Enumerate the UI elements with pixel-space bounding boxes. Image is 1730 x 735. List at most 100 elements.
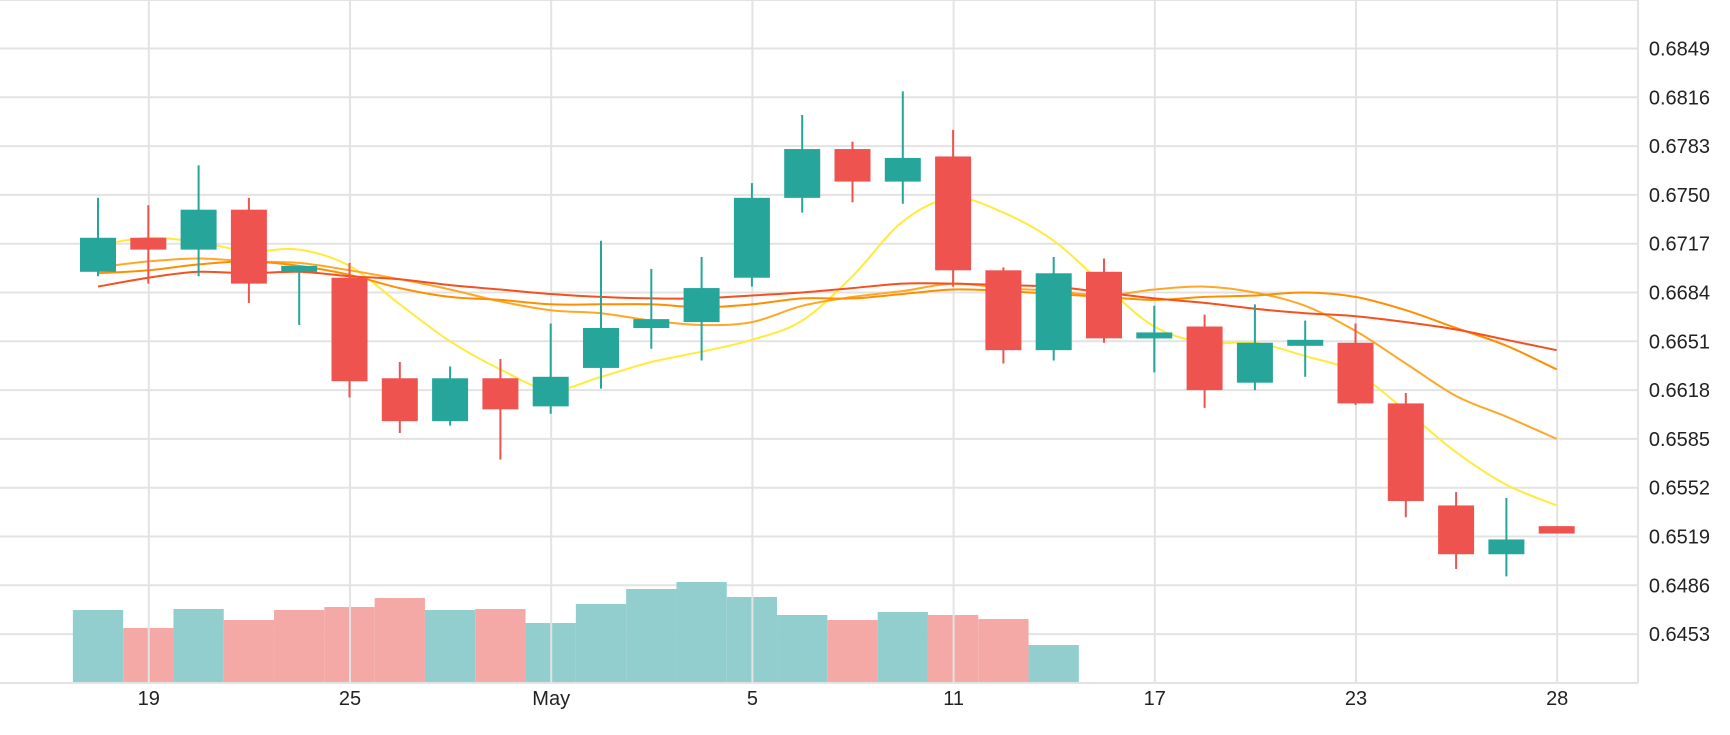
candle-body <box>884 157 921 182</box>
candle <box>482 359 519 460</box>
y-tick-label: 0.6717 <box>1649 234 1710 256</box>
x-axis-tick-labels: 19 25 May 5 11 17 23 28 <box>138 688 1569 710</box>
volume-bar <box>424 610 476 683</box>
volume-bar <box>223 620 275 683</box>
axes <box>0 0 1639 684</box>
y-tick-label: 0.6585 <box>1649 429 1710 451</box>
candle <box>1236 304 1273 391</box>
candle-body <box>331 277 368 382</box>
candle <box>1538 526 1575 534</box>
candle <box>381 362 418 433</box>
candles <box>80 91 1575 577</box>
volume-bar <box>274 610 325 683</box>
candle-body <box>985 270 1022 351</box>
y-tick-label: 0.6651 <box>1649 331 1710 353</box>
candle <box>733 183 770 287</box>
candle <box>1035 257 1072 361</box>
candle-body <box>532 376 569 407</box>
x-tick-label: 28 <box>1546 688 1568 710</box>
candle-body <box>683 288 720 323</box>
candle <box>80 197 116 277</box>
candle <box>1136 305 1173 373</box>
x-tick-label: 17 <box>1144 688 1166 710</box>
candle-body <box>80 237 116 272</box>
candle <box>633 268 670 349</box>
volume-bar <box>575 604 627 683</box>
candle <box>784 115 821 213</box>
candle-body <box>1488 539 1525 555</box>
x-tick-label: 19 <box>138 688 160 710</box>
candle-body <box>1236 342 1273 383</box>
candle-body <box>733 197 770 278</box>
candle <box>1488 498 1525 577</box>
x-tick-label: 5 <box>747 688 758 710</box>
candle-body <box>281 265 318 272</box>
candle-body <box>1438 505 1475 555</box>
candle <box>935 129 972 287</box>
y-tick-label: 0.6783 <box>1649 136 1710 158</box>
candle-body <box>935 156 972 271</box>
y-tick-label: 0.6750 <box>1649 185 1710 207</box>
candle-body <box>381 378 418 422</box>
vertical-gridlines <box>147 0 1559 683</box>
candle <box>1337 323 1374 405</box>
candle-body <box>1186 326 1223 391</box>
candle-body <box>583 327 619 368</box>
candle-body <box>784 149 821 198</box>
candle <box>1186 314 1223 408</box>
y-tick-label: 0.6849 <box>1649 39 1710 61</box>
y-tick-label: 0.6519 <box>1649 527 1710 549</box>
candle <box>1387 393 1424 518</box>
volume-bars <box>72 582 1079 683</box>
candle <box>432 366 469 426</box>
x-tick-label: 11 <box>943 688 964 710</box>
volume-bar <box>676 582 727 683</box>
y-axis-tick-labels: 0.6849 0.6816 0.6783 0.6750 0.6717 0.6684 0.66… <box>1649 39 1710 647</box>
candle <box>180 165 217 277</box>
candle <box>1438 492 1475 570</box>
candle-body <box>633 319 670 328</box>
candle <box>281 265 318 326</box>
candle <box>230 197 267 303</box>
candle-body <box>834 149 871 182</box>
candle <box>532 323 569 414</box>
moving-average-line <box>97 270 1557 352</box>
y-tick-label: 0.6552 <box>1649 478 1710 500</box>
volume-bar <box>1028 645 1079 683</box>
moving-average-line <box>97 260 1558 371</box>
y-tick-label: 0.6453 <box>1649 624 1710 646</box>
candle <box>583 240 619 389</box>
x-tick-label: 25 <box>339 688 361 710</box>
candle <box>884 91 921 204</box>
candle-body <box>482 378 519 410</box>
volume-bar <box>173 609 224 683</box>
horizontal-gridlines <box>0 0 1638 636</box>
candle <box>834 141 871 203</box>
volume-bar <box>827 620 878 683</box>
candle <box>1086 258 1122 343</box>
volume-bar <box>877 612 928 683</box>
moving-average-line <box>97 257 1558 440</box>
x-tick-label: 23 <box>1345 688 1367 710</box>
y-tick-label: 0.6684 <box>1649 283 1710 305</box>
candle <box>130 205 167 284</box>
candle <box>985 267 1022 364</box>
candle-body <box>1387 403 1424 502</box>
volume-bar <box>475 609 526 683</box>
volume-bar <box>978 619 1029 683</box>
candle-body <box>1136 332 1173 339</box>
candle-body <box>1287 339 1324 346</box>
candle-body <box>1086 271 1122 339</box>
candle-body <box>432 378 469 422</box>
candle <box>1287 320 1324 377</box>
candle-body <box>180 209 217 250</box>
volume-bar <box>777 615 828 683</box>
y-tick-label: 0.6618 <box>1649 380 1710 402</box>
candle <box>331 262 368 398</box>
volume-bar <box>72 610 124 683</box>
y-tick-label: 0.6816 <box>1649 87 1710 109</box>
candle-body <box>130 237 167 250</box>
